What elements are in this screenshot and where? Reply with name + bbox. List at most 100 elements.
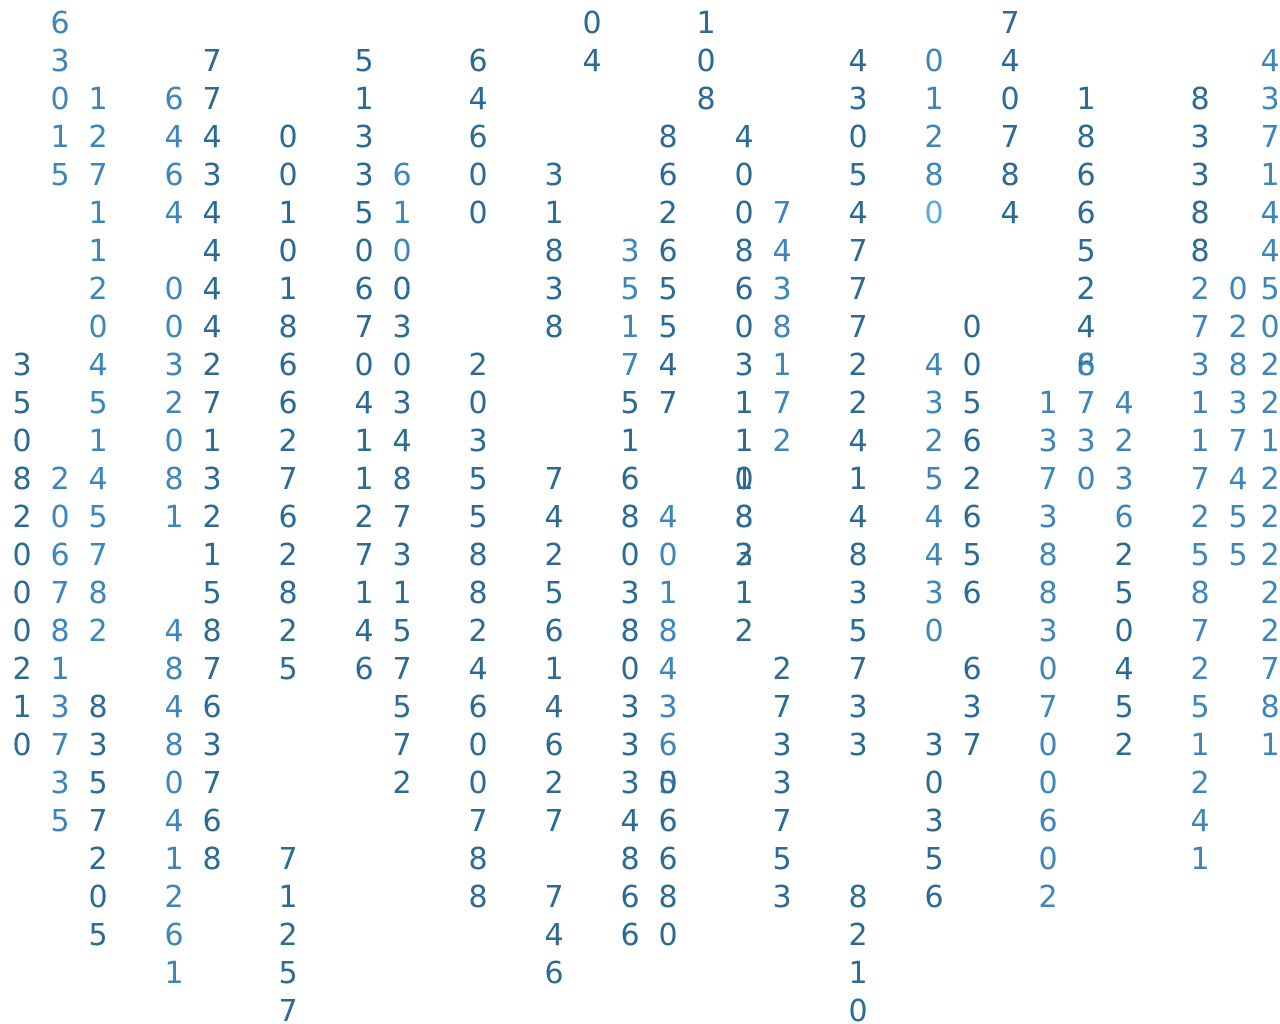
rain-digit: 6 [658,234,678,269]
rain-digit: 8 [1190,576,1210,611]
rain-digit: 4 [620,804,640,839]
rain-digit: 0 [354,348,374,383]
rain-digit: 7 [1190,310,1210,345]
rain-digit: 8 [468,880,488,915]
rain-digit: 7 [848,272,868,307]
rain-digit: 8 [734,500,754,535]
rain-digit: 3 [848,690,868,725]
rain-digit: 3 [50,766,70,801]
rain-digit: 8 [468,538,488,573]
rain-digit: 8 [50,614,70,649]
rain-digit: 2 [734,538,754,573]
rain-digit: 5 [1114,690,1134,725]
rain-digit: 6 [1076,158,1096,193]
rain-digit: 0 [734,196,754,231]
rain-digit: 3 [772,728,792,763]
rain-digit: 0 [1038,652,1058,687]
rain-digit: 7 [50,576,70,611]
rain-digit: 5 [468,500,488,535]
rain-digit: 1 [848,956,868,991]
rain-digit: 4 [924,538,944,573]
rain-digit: 4 [88,462,108,497]
rain-digit: 3 [1076,424,1096,459]
rain-digit: 7 [202,82,222,117]
rain-digit: 0 [164,310,184,345]
rain-digit: 1 [50,120,70,155]
rain-digit: 1 [544,652,564,687]
rain-digit: 7 [544,804,564,839]
rain-digit: 4 [1076,310,1096,345]
rain-digit: 6 [620,880,640,915]
rain-digit: 8 [88,576,108,611]
rain-digit: 3 [1038,424,1058,459]
rain-digit: 4 [164,120,184,155]
rain-digit: 3 [620,766,640,801]
rain-digit: 0 [1038,766,1058,801]
rain-digit: 6 [620,462,640,497]
rain-digit: 2 [202,500,222,535]
rain-digit: 1 [848,462,868,497]
rain-digit: 8 [88,690,108,725]
rain-digit: 0 [12,728,32,763]
rain-digit: 5 [924,462,944,497]
rain-digit: 3 [848,82,868,117]
rain-digit: 4 [1000,44,1020,79]
rain-digit: 0 [924,196,944,231]
rain-digit: 6 [620,918,640,953]
rain-digit: 7 [772,690,792,725]
rain-digit: 0 [12,424,32,459]
rain-digit: 7 [468,804,488,839]
rain-digit: 8 [202,842,222,877]
rain-digit: 0 [962,310,982,345]
rain-digit: 1 [772,348,792,383]
rain-digit: 0 [392,234,412,269]
rain-digit: 2 [12,500,32,535]
rain-digit: 0 [278,234,298,269]
rain-digit: 1 [1190,842,1210,877]
rain-digit: 0 [12,538,32,573]
rain-digit: 4 [848,424,868,459]
rain-digit: 3 [202,728,222,763]
rain-digit: 3 [1228,386,1248,421]
rain-digit: 3 [962,690,982,725]
rain-digit: 1 [88,82,108,117]
rain-digit: 4 [658,652,678,687]
rain-digit: 6 [962,424,982,459]
rain-digit: 6 [962,576,982,611]
rain-digit: 4 [544,500,564,535]
rain-digit: 2 [1190,500,1210,535]
rain-digit: 7 [392,652,412,687]
rain-digit: 7 [1190,462,1210,497]
rain-digit: 0 [392,348,412,383]
rain-digit: 6 [50,6,70,41]
rain-digit: 1 [1190,386,1210,421]
rain-digit: 1 [1076,82,1096,117]
rain-digit: 7 [392,500,412,535]
rain-digit: 2 [1038,880,1058,915]
rain-digit: 4 [1228,462,1248,497]
rain-digit: 7 [202,766,222,801]
rain-digit: 7 [544,880,564,915]
rain-digit: 2 [734,614,754,649]
rain-digit: 7 [1000,6,1020,41]
rain-digit: 0 [1260,310,1280,345]
rain-digit: 1 [202,538,222,573]
rain-digit: 4 [202,234,222,269]
rain-digit: 6 [658,804,678,839]
rain-digit: 0 [734,158,754,193]
rain-digit: 2 [1260,462,1280,497]
rain-digit: 2 [1228,310,1248,345]
rain-digit: 8 [1076,120,1096,155]
rain-digit: 4 [1260,234,1280,269]
rain-digit: 6 [164,158,184,193]
rain-digit: 3 [202,462,222,497]
rain-digit: 7 [202,386,222,421]
rain-digit: 0 [164,766,184,801]
rain-digit: 7 [848,310,868,345]
rain-digit: 2 [164,880,184,915]
rain-digit: 1 [1260,424,1280,459]
rain-digit: 6 [468,690,488,725]
rain-digit: 3 [1038,500,1058,535]
rain-digit: 7 [544,462,564,497]
